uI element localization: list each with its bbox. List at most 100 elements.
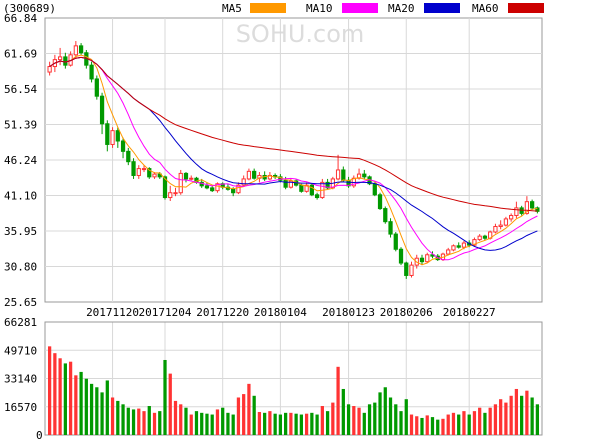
- volume-bar: [320, 406, 324, 435]
- volume-bar: [189, 414, 193, 435]
- candle-down: [231, 188, 236, 194]
- volume-bar: [247, 383, 251, 435]
- candle-down: [105, 123, 110, 145]
- price-y-tick-label: 61.69: [4, 48, 37, 61]
- volume-y-tick-label: 16570: [4, 401, 37, 414]
- candle-up: [241, 178, 246, 186]
- volume-bar: [493, 404, 498, 435]
- volume-bar: [404, 399, 408, 435]
- candle-down: [383, 208, 388, 223]
- volume-y-tick-label: 0: [36, 429, 43, 440]
- volume-bar: [488, 407, 492, 435]
- volume-bar: [84, 378, 88, 435]
- volume-bar: [116, 400, 120, 435]
- legend-label-ma10: MA10: [306, 2, 333, 15]
- volume-bar: [163, 359, 167, 435]
- x-tick-label: 20180123: [322, 306, 375, 319]
- volume-bar: [179, 404, 183, 435]
- volume-bar: [388, 397, 393, 435]
- volume-bar: [357, 407, 361, 435]
- legend-label-ma5: MA5: [222, 2, 242, 15]
- x-tick-label: 20171120: [86, 306, 139, 319]
- ma-line-ma5: [49, 54, 538, 266]
- volume-bar: [257, 411, 262, 435]
- ma-line-ma10: [49, 56, 538, 261]
- volume-bar: [284, 412, 288, 435]
- candle-down: [482, 235, 488, 239]
- volume-panel: 66281 49710 33140 16570 0: [4, 316, 543, 440]
- volume-bar: [520, 395, 524, 435]
- volume-bar: [200, 412, 204, 435]
- candle-up: [493, 226, 498, 233]
- candle-up: [524, 201, 530, 214]
- candle-up: [451, 245, 456, 251]
- candle-down: [126, 150, 131, 163]
- candle-up: [189, 177, 194, 180]
- price-panel: SOHU.com 66.84 61.69 56.54 51.39 46.24 41.10 35…: [4, 12, 543, 319]
- candle-down: [314, 194, 320, 199]
- volume-bar: [79, 371, 83, 435]
- volume-bar: [504, 402, 508, 435]
- volume-bar: [137, 408, 141, 435]
- candle-up: [503, 218, 509, 226]
- volume-bar: [478, 407, 482, 435]
- candle-down: [388, 221, 393, 235]
- volume-bar: [294, 413, 298, 435]
- volume-bar: [121, 404, 125, 435]
- price-y-tick-label: 56.54: [4, 83, 37, 96]
- candle-down: [162, 176, 168, 199]
- volume-bar: [514, 388, 519, 435]
- candle-up: [472, 239, 477, 246]
- volume-bar: [346, 404, 351, 435]
- volume-bar: [420, 417, 424, 435]
- volume-bar: [89, 383, 94, 435]
- candle-down: [419, 257, 425, 263]
- volume-bar: [194, 411, 199, 435]
- volume-bar: [331, 402, 335, 435]
- volume-bar: [457, 414, 461, 435]
- candle-down: [372, 183, 377, 196]
- volume-bar: [467, 414, 471, 435]
- price-y-tick-label: 41.10: [4, 190, 37, 203]
- volume-bar: [310, 412, 314, 435]
- legend-swatch-ma10: [342, 3, 378, 13]
- volume-bar: [74, 375, 78, 435]
- volume-y-tick-label: 33140: [4, 373, 37, 386]
- candle-down: [393, 233, 398, 250]
- candle-down: [78, 45, 84, 54]
- volume-bar: [530, 397, 534, 435]
- price-y-tick-label: 25.65: [4, 296, 37, 309]
- candle-up: [498, 224, 503, 228]
- candle-down: [398, 248, 404, 264]
- candle-up: [446, 249, 451, 255]
- volume-bar: [304, 413, 309, 435]
- candle-up: [356, 173, 362, 179]
- candle-down: [325, 181, 330, 189]
- candle-down: [362, 173, 367, 178]
- candle-up: [425, 254, 430, 263]
- volume-bar: [126, 407, 130, 435]
- volume-bar: [299, 414, 303, 435]
- volume-bar: [173, 400, 178, 435]
- candle-up: [178, 172, 183, 194]
- volume-bar: [509, 395, 513, 435]
- volume-bar: [430, 417, 435, 435]
- candle-up: [168, 192, 173, 199]
- volume-bar: [373, 402, 377, 435]
- volume-bar: [289, 412, 293, 435]
- candle-down: [530, 201, 535, 209]
- candle-up: [409, 264, 414, 276]
- candle-up: [288, 180, 294, 188]
- candle-down: [131, 161, 136, 176]
- volume-bar: [100, 392, 104, 435]
- volume-bar: [142, 411, 146, 435]
- volume-bar: [278, 414, 283, 435]
- x-tick-label: 20180227: [443, 306, 496, 319]
- candle-down: [283, 179, 288, 188]
- volume-bar: [215, 409, 220, 435]
- volume-bar: [263, 412, 267, 435]
- volume-bar: [525, 390, 529, 435]
- volume-bar: [226, 412, 230, 435]
- volume-bar: [95, 387, 99, 435]
